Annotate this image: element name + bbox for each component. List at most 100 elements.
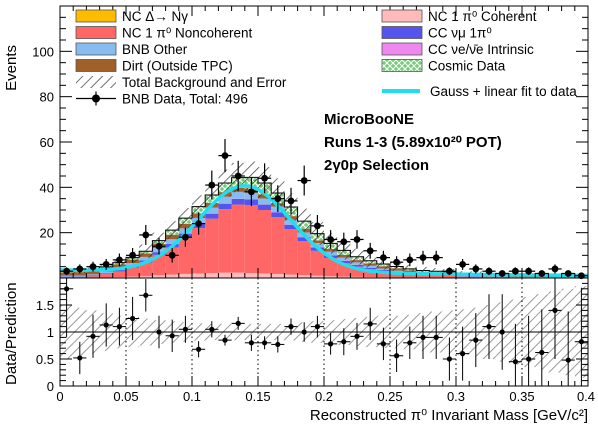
legend-swatch-nc_delta <box>75 9 117 23</box>
error-band <box>429 268 443 275</box>
error-band <box>403 264 417 274</box>
x-tick-label: 0.4 <box>577 389 595 404</box>
legend-label-cosmic: Cosmic Data <box>428 59 506 74</box>
ratio-point <box>433 334 439 340</box>
ratio-point <box>446 356 452 362</box>
bar-bnb_other <box>165 239 179 244</box>
bar-cc_numu_1pi0 <box>99 273 113 275</box>
x-tick-label: 0.05 <box>113 389 138 404</box>
data-point <box>353 236 361 243</box>
data-point <box>498 270 506 277</box>
ratio-point <box>248 340 254 346</box>
legend-swatch-dirt <box>75 59 117 72</box>
bar-nc_1pi0_noncoherent <box>271 217 285 274</box>
bar-bnb_other <box>310 243 324 248</box>
bar-cc_numu_1pi0 <box>271 212 285 218</box>
bar-nc_pi0_coherent <box>337 276 351 278</box>
ratio-point <box>209 326 215 332</box>
data-point <box>366 247 374 255</box>
ratio-y-tick-label: 0.5 <box>36 352 54 367</box>
data-point <box>525 267 532 275</box>
data-point <box>432 254 440 261</box>
bar-nc_pi0_coherent <box>284 274 298 278</box>
ratio-panel: 0 0.5 1 1.5 0 0.05 0.1 0.15 0.2 0.25 0.3 0.35 0.4 <box>36 277 595 404</box>
bar-nc_1pi0_noncoherent <box>350 266 364 277</box>
ratio-point <box>182 326 188 332</box>
ratio-point <box>473 337 479 343</box>
bar-nc_1pi0_noncoherent <box>390 272 404 278</box>
ratio-y-tick-label: 1 <box>47 325 54 340</box>
data-point <box>155 242 163 250</box>
error-band <box>350 248 364 265</box>
data-point <box>485 267 493 275</box>
bar-nc_1pi0_noncoherent <box>363 269 377 278</box>
bar-nc_1pi0_noncoherent <box>99 274 113 278</box>
bar-cc_numu_1pi0 <box>205 213 219 219</box>
bar-nc_1pi0_noncoherent <box>112 271 126 278</box>
bar-bnb_other <box>86 274 100 276</box>
data-point <box>538 270 546 277</box>
ratio-point <box>460 351 466 357</box>
ratio-point <box>394 353 400 359</box>
selection-label: 2γ0p Selection <box>324 157 429 174</box>
runs-label: Runs 1-3 (5.89x10²⁰ POT) <box>324 134 502 151</box>
bar-nc_pi0_coherent <box>218 272 232 278</box>
bar-nc_pi0_coherent <box>126 276 140 278</box>
bar-nc_pi0_coherent <box>297 275 311 278</box>
bar-nc_pi0_coherent <box>178 273 192 278</box>
error-band <box>192 195 206 218</box>
bar-bnb_other <box>258 198 272 205</box>
ratio-point <box>262 340 268 346</box>
bar-cc_numu_1pi0 <box>376 269 390 271</box>
data-point <box>564 270 572 277</box>
data-point <box>208 181 216 189</box>
bar-nc_1pi0_noncoherent <box>231 204 245 273</box>
bar-nc_1pi0_noncoherent <box>244 205 258 274</box>
bar-nc_pi0_coherent <box>139 276 153 278</box>
ratio-point <box>539 349 545 356</box>
bar-nc_1pi0_noncoherent <box>258 210 272 274</box>
data-point <box>63 267 70 275</box>
ratio-point <box>103 322 109 328</box>
bar-nc_pi0_coherent <box>152 275 166 278</box>
legend-label-cc_numu_1pi0: CC νμ 1π⁰ <box>428 26 492 41</box>
x-tick-label: 0.2 <box>315 389 333 404</box>
bar-cc_numu_1pi0 <box>284 224 298 230</box>
bar-nc_1pi0_noncoherent <box>178 237 192 274</box>
error-band <box>416 266 430 275</box>
bar-nc_1pi0_noncoherent <box>297 241 311 276</box>
ratio-point <box>486 324 492 330</box>
bar-nc_pi0_coherent <box>205 273 219 278</box>
bar-bnb_other <box>390 270 404 272</box>
data-point <box>89 263 97 271</box>
error-band <box>178 207 192 229</box>
bar-nc_pi0_coherent <box>350 276 364 278</box>
bar-nc_1pi0_noncoherent <box>192 228 206 274</box>
data-point <box>300 177 308 184</box>
ratio-point <box>64 286 70 292</box>
bar-nc_1pi0_noncoherent <box>205 218 219 274</box>
main-panel: 20 40 60 80 100 <box>32 5 589 280</box>
legend-label-cc_nue_intrinsic: CC νe/ν̄e Intrinsic <box>428 42 534 57</box>
ratio-point <box>328 341 334 347</box>
data-point <box>168 251 176 259</box>
bar-cc_numu_1pi0 <box>363 267 377 270</box>
bar-bnb_other <box>231 191 245 199</box>
bar-nc_1pi0_noncoherent <box>152 254 166 276</box>
bar-nc_1pi0_noncoherent <box>416 275 430 278</box>
ratio-point <box>169 333 175 339</box>
legend-swatch-data-point <box>92 94 100 103</box>
error-band <box>165 221 179 240</box>
data-point <box>261 174 268 182</box>
bar-cc_numu_1pi0 <box>86 275 100 277</box>
bar-nc_1pi0_noncoherent <box>403 273 417 278</box>
bar-nc_pi0_coherent <box>165 274 179 278</box>
bar-nc_pi0_coherent <box>310 275 324 278</box>
bar-bnb_other <box>99 271 113 274</box>
bar-bnb_other <box>60 275 74 277</box>
data-point <box>393 258 400 266</box>
bar-dirt <box>86 270 100 275</box>
ratio-point <box>130 315 136 322</box>
bar-cc_numu_1pi0 <box>258 204 272 210</box>
